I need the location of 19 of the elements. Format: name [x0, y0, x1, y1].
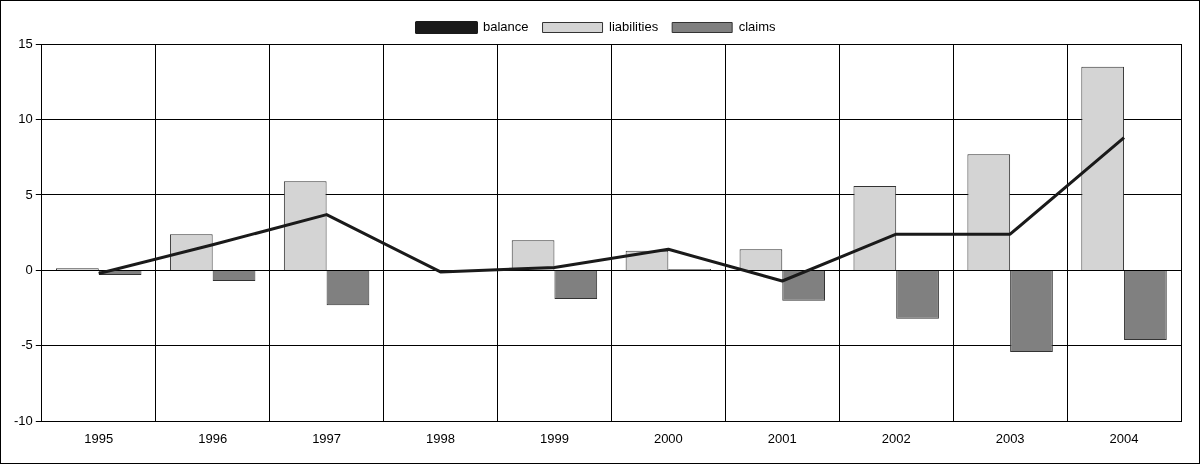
legend-label: liabilities	[609, 19, 659, 35]
x-tick-label: 2002	[881, 430, 911, 446]
legend-label: claims	[738, 19, 776, 35]
y-tick-label: 15	[18, 35, 33, 51]
y-tick-label: 10	[18, 111, 33, 127]
x-tick-label: 2000	[653, 430, 683, 446]
x-tick-label: 1997	[312, 430, 342, 446]
x-tick-label: 2004	[1109, 430, 1139, 446]
legend-label: balance	[483, 19, 529, 35]
y-tick-label: -10	[13, 412, 33, 428]
y-tick-label: 5	[25, 186, 33, 202]
x-tick-label: 2003	[995, 430, 1025, 446]
x-tick-label: 1995	[84, 430, 114, 446]
y-tick-label: -5	[21, 337, 33, 353]
x-tick-label: 2001	[767, 430, 797, 446]
x-tick-label: 1999	[539, 430, 569, 446]
x-tick-label: 1998	[426, 430, 455, 446]
x-tick-label: 1996	[198, 430, 228, 446]
y-tick-label: 0	[25, 262, 33, 278]
